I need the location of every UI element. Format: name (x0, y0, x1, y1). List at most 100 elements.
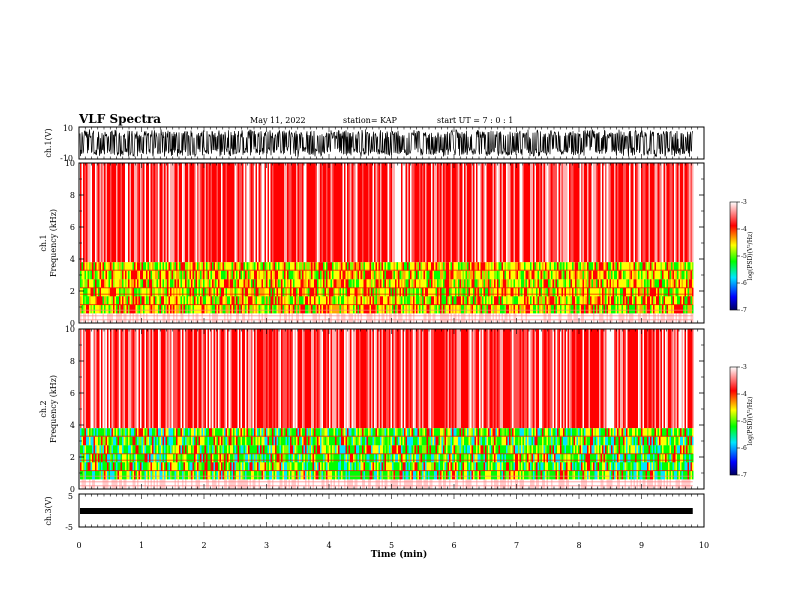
spectrogram-cell (321, 428, 323, 437)
spectrogram-cell (422, 262, 424, 271)
spectrogram-cell (407, 163, 409, 263)
spectrogram-cell (102, 313, 104, 323)
spectrogram-cell (260, 445, 262, 454)
spectrogram-cell (140, 163, 142, 263)
spectrogram-cell (449, 296, 451, 305)
spectrogram-cell (576, 262, 578, 271)
spectrogram-cell (228, 296, 230, 305)
spectrogram-cell (449, 270, 451, 280)
spectrogram-cell (575, 287, 577, 297)
spectrogram-cell (354, 296, 356, 305)
spectrogram-cell (443, 287, 445, 297)
spectrogram-cell (459, 279, 461, 288)
spectrogram-cell (353, 313, 355, 323)
spectrogram-cell (308, 262, 310, 271)
spectrogram-cell (501, 163, 503, 263)
spectrogram-cell (344, 163, 346, 263)
spectrogram-cell (330, 479, 332, 489)
spectrogram-cell (231, 428, 233, 437)
spectrogram-cell (90, 329, 92, 429)
spectrogram-cell (161, 445, 163, 454)
spectrogram-cell (116, 296, 118, 305)
spectrogram-cell (152, 262, 154, 271)
spectrogram-cell (570, 270, 572, 280)
spectrogram-cell (389, 470, 391, 480)
spectrogram-cell (89, 279, 91, 288)
spectrogram-cell (200, 296, 202, 305)
spectrogram-cell (374, 313, 376, 323)
spectrogram-cell (303, 287, 305, 297)
spectrogram-cell (132, 270, 134, 280)
spectrogram-cell (269, 262, 271, 271)
spectrogram-cell (234, 296, 236, 305)
spectrogram-cell (216, 436, 218, 446)
spectrogram-cell (234, 436, 236, 446)
spectrogram-cell (561, 313, 563, 323)
spectrogram-cell (183, 428, 185, 437)
spectrogram-cell (105, 163, 107, 263)
spectrogram-cell (158, 445, 160, 454)
spectrogram-cell (219, 470, 221, 480)
spectrogram-cell (185, 453, 187, 463)
spectrogram-cell (207, 270, 209, 280)
spectrogram-cell (354, 470, 356, 480)
spectrogram-cell (209, 453, 211, 463)
spectrogram-cell (201, 453, 203, 463)
spectrogram-cell (266, 270, 268, 280)
spectrogram-cell (609, 262, 611, 271)
spectrogram-cell (552, 304, 554, 314)
spectrogram-cell (314, 262, 316, 271)
spectrogram-cell (381, 296, 383, 305)
spectrogram-cell (414, 163, 416, 263)
spectrogram-cell (317, 445, 319, 454)
spectrogram-cell (420, 262, 422, 271)
spectrogram-cell (354, 313, 356, 323)
spectrogram-cell (225, 279, 227, 288)
spectrogram-cell (342, 313, 344, 323)
spectrogram-cell (203, 462, 205, 471)
spectrogram-cell (257, 304, 259, 314)
spectrogram-cell (477, 296, 479, 305)
spectrogram-cell (336, 462, 338, 471)
spectrogram-cell (476, 163, 478, 263)
station-label: station= KAP (343, 116, 398, 125)
spectrogram-cell (653, 270, 655, 280)
spectrogram-cell (243, 296, 245, 305)
spectrogram-cell (510, 262, 512, 271)
spectrogram-cell (623, 296, 625, 305)
spectrogram-cell (347, 270, 349, 280)
spectrogram-cell (81, 428, 83, 437)
spectrogram-cell (206, 470, 208, 480)
spectrogram-cell (689, 296, 691, 305)
spectrogram-cell (83, 462, 85, 471)
spectrogram-cell (231, 313, 233, 323)
spectrogram-cell (224, 428, 226, 437)
spectrogram-cell (585, 270, 587, 280)
spectrogram-cell (242, 462, 244, 471)
spectrogram-cell (284, 262, 286, 271)
spectrogram-cell (384, 287, 386, 297)
spectrogram-cell (461, 262, 463, 271)
spectrogram-cell (185, 329, 187, 429)
spectrogram-cell (665, 313, 667, 323)
spectrogram-cell (249, 329, 251, 429)
spectrogram-cell (593, 287, 595, 297)
spectrogram-cell (264, 279, 266, 288)
spectrogram-cell (500, 313, 502, 323)
spectrogram-cell (317, 279, 319, 288)
spectrogram-cell (387, 163, 389, 263)
spectrogram-cell (233, 479, 235, 489)
spectrogram-cell (128, 329, 130, 429)
spectrogram-cell (576, 313, 578, 323)
spectrogram-cell (212, 279, 214, 288)
spectrogram-cell (164, 329, 166, 429)
spectrogram-cell (576, 279, 578, 288)
spectrogram-cell (108, 262, 110, 271)
spectrogram-cell (309, 163, 311, 263)
spectrogram-cell (231, 262, 233, 271)
spectrogram-cell (305, 453, 307, 463)
spectrogram-cell (248, 436, 250, 446)
spectrogram-cell (453, 296, 455, 305)
spectrogram-cell (150, 304, 152, 314)
spectrogram-cell (323, 436, 325, 446)
